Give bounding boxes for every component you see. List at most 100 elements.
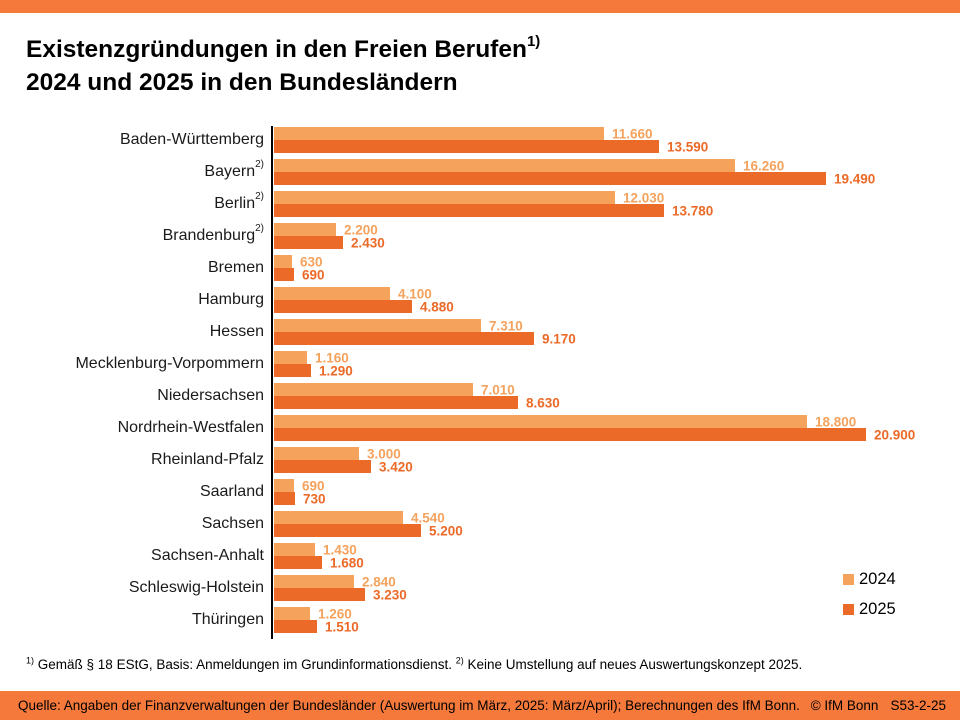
- chart-row: Bremen 630 690: [0, 254, 960, 287]
- value-label-2024: 7.010: [481, 382, 515, 397]
- bar-2025: 13.590: [274, 139, 708, 154]
- bar-2025: 13.780: [274, 203, 713, 218]
- footnote-text-1: Gemäß § 18 EStG, Basis: Anmeldungen im G…: [37, 657, 452, 672]
- category-name: Schleswig-Holstein: [128, 579, 264, 596]
- value-label-2025: 8.630: [526, 395, 560, 410]
- source-text: Quelle: Angaben der Finanzverwaltungen d…: [18, 698, 800, 713]
- chart-row: Sachsen 4.540 5.200: [0, 510, 960, 543]
- value-label-2025: 1.510: [325, 619, 359, 634]
- value-label-2024: 3.000: [367, 446, 401, 461]
- page-title: Existenzgründungen in den Freien Berufen…: [26, 33, 540, 99]
- bar-2024: 1.430: [274, 542, 357, 557]
- bar-2025: 4.880: [274, 299, 454, 314]
- value-label-2024: 4.100: [398, 286, 432, 301]
- chart-row: Berlin2) 12.030 13.780: [0, 190, 960, 223]
- bar-group: 4.100 4.880: [272, 286, 960, 314]
- category-label: Nordrhein-Westfalen: [0, 415, 272, 441]
- bar-2025: 1.290: [274, 363, 353, 378]
- title-footnote-mark: 1): [526, 32, 541, 50]
- title-line-2: 2024 und 2025 in den Bundesländern: [26, 69, 458, 96]
- legend-swatch-2025: [843, 604, 854, 615]
- category-label: Baden-Württemberg: [0, 127, 272, 153]
- title-text-1: Existenzgründungen in den Freien Berufen: [26, 36, 527, 63]
- category-name: Sachsen-Anhalt: [151, 547, 264, 564]
- value-label-2024: 690: [302, 478, 325, 493]
- chart-row: Saarland 690 730: [0, 478, 960, 511]
- category-footnote-mark: 2): [255, 158, 264, 170]
- value-label-2024: 630: [300, 254, 323, 269]
- footnote-mark-1: 1): [26, 655, 35, 666]
- category-name: Niedersachsen: [157, 387, 264, 404]
- bar-group: 690 730: [272, 478, 960, 506]
- category-label: Thüringen: [0, 607, 272, 633]
- bar-2024: 630: [274, 254, 323, 269]
- bar-2025: 1.510: [274, 619, 359, 634]
- chart-row: Hamburg 4.100 4.880: [0, 286, 960, 319]
- category-label: Rheinland-Pfalz: [0, 447, 272, 473]
- bar-group: 3.000 3.420: [272, 446, 960, 474]
- figure-code: S53-2-25: [890, 698, 946, 713]
- category-name: Bayern: [204, 163, 256, 180]
- category-name: Saarland: [199, 483, 264, 500]
- top-accent-band: [0, 0, 960, 13]
- bar-2024: 2.200: [274, 222, 378, 237]
- footnote-mark-2: 2): [455, 655, 464, 666]
- value-label-2024: 1.160: [315, 350, 349, 365]
- category-label: Mecklenburg-Vorpommern: [0, 351, 272, 377]
- value-label-2025: 9.170: [542, 331, 576, 346]
- bar-2024: 4.540: [274, 510, 445, 525]
- value-label-2024: 2.200: [344, 222, 378, 237]
- category-footnote-mark: 2): [255, 190, 264, 202]
- category-label: Sachsen: [0, 511, 272, 537]
- value-label-2025: 5.200: [429, 523, 463, 538]
- bar-group: 1.260 1.510: [272, 606, 960, 634]
- value-label-2024: 1.430: [323, 542, 357, 557]
- category-label: Sachsen-Anhalt: [0, 543, 272, 569]
- chart-row: Thüringen 1.260 1.510: [0, 606, 960, 639]
- value-label-2025: 4.880: [420, 299, 454, 314]
- chart-row: Schleswig-Holstein 2.840 3.230: [0, 574, 960, 607]
- category-name: Sachsen: [201, 515, 264, 532]
- value-label-2025: 13.780: [672, 203, 714, 218]
- chart-row: Nordrhein-Westfalen 18.800 20.900: [0, 414, 960, 447]
- category-label: Berlin2): [0, 191, 272, 217]
- bar-2024: 1.260: [274, 606, 352, 621]
- y-axis-line: [271, 126, 273, 639]
- footnote-text-2: Keine Umstellung auf neues Auswertungsko…: [467, 657, 803, 672]
- value-label-2025: 2.430: [351, 235, 385, 250]
- bar-2024: 7.310: [274, 318, 523, 333]
- category-label: Schleswig-Holstein: [0, 575, 272, 601]
- value-label-2025: 1.290: [319, 363, 353, 378]
- bar-2024: 11.660: [274, 126, 653, 141]
- footer-right: © IfM Bonn S53-2-25: [811, 698, 946, 713]
- bar-2024: 690: [274, 478, 325, 493]
- bar-2025: 3.420: [274, 459, 413, 474]
- bar-2025: 1.680: [274, 555, 364, 570]
- value-label-2025: 3.230: [373, 587, 407, 602]
- bar-2025: 690: [274, 267, 325, 282]
- bar-2025: 20.900: [274, 427, 915, 442]
- bar-group: 18.800 20.900: [272, 414, 960, 442]
- bar-group: 1.430 1.680: [272, 542, 960, 570]
- bar-chart: Baden-Württemberg 11.660 13.590 Bayern2) 16.…: [0, 126, 960, 647]
- category-label: Hessen: [0, 319, 272, 345]
- bar-2024: 2.840: [274, 574, 396, 589]
- chart-row: Sachsen-Anhalt 1.430 1.680: [0, 542, 960, 575]
- bar-2025: 2.430: [274, 235, 385, 250]
- value-label-2024: 1.260: [318, 606, 352, 621]
- value-label-2024: 4.540: [411, 510, 445, 525]
- value-label-2024: 7.310: [489, 318, 523, 333]
- category-label: Bremen: [0, 255, 272, 281]
- footer-band: Quelle: Angaben der Finanzverwaltungen d…: [0, 691, 960, 720]
- value-label-2025: 13.590: [667, 139, 709, 154]
- chart-row: Mecklenburg-Vorpommern 1.160 1.290: [0, 350, 960, 383]
- value-label-2025: 20.900: [874, 427, 916, 442]
- category-name: Mecklenburg-Vorpommern: [75, 355, 264, 372]
- value-label-2025: 730: [303, 491, 326, 506]
- copyright-text: © IfM Bonn: [810, 698, 879, 713]
- bar-group: 1.160 1.290: [272, 350, 960, 378]
- category-label: Hamburg: [0, 287, 272, 313]
- value-label-2024: 11.660: [612, 126, 653, 141]
- bar-group: 11.660 13.590: [272, 126, 960, 154]
- bar-group: 630 690: [272, 254, 960, 282]
